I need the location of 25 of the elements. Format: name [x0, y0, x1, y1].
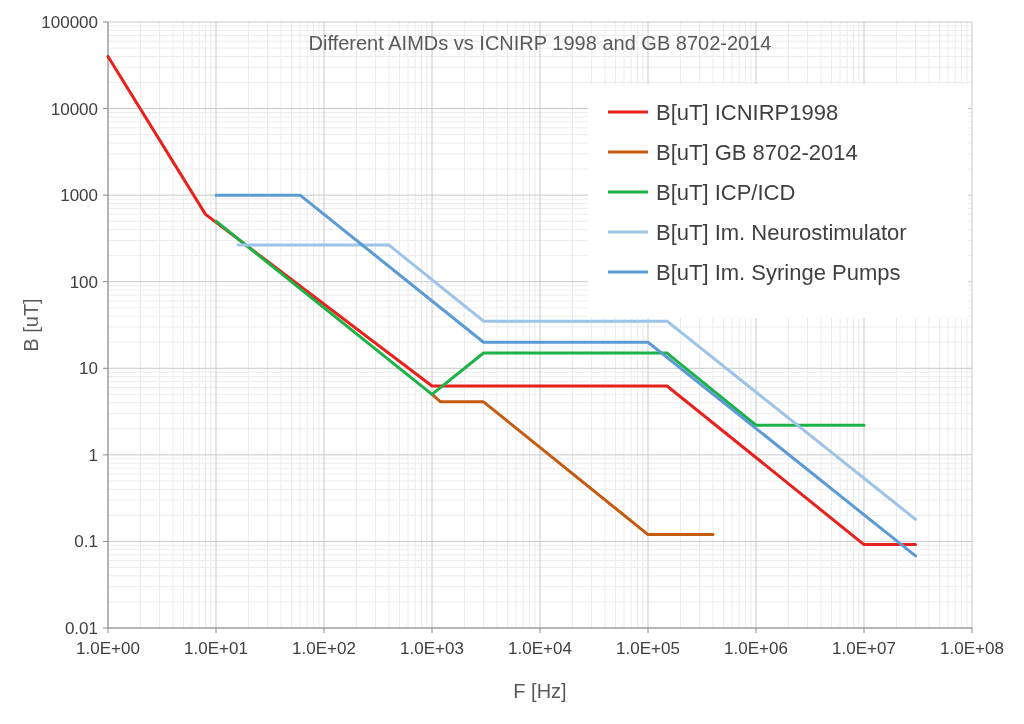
x-tick-label: 1.0E+02: [292, 639, 356, 658]
y-tick-label: 10: [79, 359, 98, 379]
legend-label: B[uT] ICP/ICD: [656, 179, 796, 205]
y-tick-label: 0.1: [74, 532, 98, 552]
x-axis-title: F [Hz]: [513, 680, 567, 702]
x-tick-label: 1.0E+04: [508, 639, 572, 658]
x-tick-label: 1.0E+06: [724, 639, 788, 658]
x-tick-label: 1.0E+08: [940, 639, 1004, 658]
text: Different AIMDs vs ICNIRP 1998 and GB 8702-2014: [308, 32, 772, 54]
y-tick-label: 100: [69, 272, 98, 292]
legend-label: B[uT] GB 8702-2014: [656, 139, 858, 165]
y-tick-label: 0.01: [64, 618, 98, 638]
x-tick-label: 1.0E+07: [832, 639, 896, 658]
y-tick-label: 1: [88, 445, 98, 465]
y-tick-label: 100000: [41, 12, 98, 32]
y-tick-label: 10000: [50, 99, 98, 119]
legend-label: B[uT] Im. Syringe Pumps: [656, 259, 901, 285]
legend-label: B[uT] ICNIRP1998: [656, 99, 839, 125]
y-tick-label: 1000: [60, 186, 98, 206]
x-tick-label: 1.0E+05: [616, 639, 680, 658]
legend-label: B[uT] Im. Neurostimulator: [656, 219, 907, 245]
x-tick-label: 1.0E+01: [184, 639, 248, 658]
x-tick-label: 1.0E+03: [400, 639, 464, 658]
y-axis-title: B [uT]: [20, 298, 42, 352]
x-tick-label: 1.0E+00: [76, 639, 140, 658]
